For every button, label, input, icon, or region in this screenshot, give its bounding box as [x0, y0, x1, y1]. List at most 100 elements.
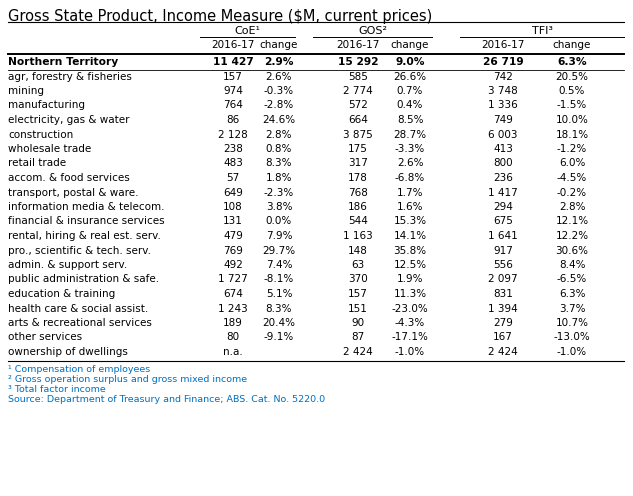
Text: 1.7%: 1.7%	[397, 187, 423, 197]
Text: 2016-17: 2016-17	[336, 40, 380, 50]
Text: 26.6%: 26.6%	[394, 71, 427, 81]
Text: 157: 157	[223, 71, 243, 81]
Text: 413: 413	[493, 144, 513, 154]
Text: 178: 178	[348, 173, 368, 183]
Text: 10.7%: 10.7%	[556, 318, 589, 328]
Text: Northern Territory: Northern Territory	[8, 57, 118, 67]
Text: -0.3%: -0.3%	[264, 86, 294, 96]
Text: 18.1%: 18.1%	[555, 129, 589, 139]
Text: change: change	[553, 40, 591, 50]
Text: admin. & support serv.: admin. & support serv.	[8, 260, 127, 270]
Text: 294: 294	[493, 202, 513, 212]
Text: 63: 63	[351, 260, 365, 270]
Text: -8.1%: -8.1%	[264, 274, 294, 285]
Text: -2.3%: -2.3%	[264, 187, 294, 197]
Text: electricity, gas & water: electricity, gas & water	[8, 115, 130, 125]
Text: -4.5%: -4.5%	[557, 173, 587, 183]
Text: -3.3%: -3.3%	[395, 144, 425, 154]
Text: health care & social assist.: health care & social assist.	[8, 304, 148, 313]
Text: 479: 479	[223, 231, 243, 241]
Text: 0.4%: 0.4%	[397, 101, 423, 111]
Text: agr, forestry & fisheries: agr, forestry & fisheries	[8, 71, 132, 81]
Text: -2.8%: -2.8%	[264, 101, 294, 111]
Text: 2016-17: 2016-17	[211, 40, 254, 50]
Text: 768: 768	[348, 187, 368, 197]
Text: 238: 238	[223, 144, 243, 154]
Text: change: change	[260, 40, 298, 50]
Text: 749: 749	[493, 115, 513, 125]
Text: 3.8%: 3.8%	[266, 202, 292, 212]
Text: 1 727: 1 727	[218, 274, 248, 285]
Text: -0.2%: -0.2%	[557, 187, 587, 197]
Text: -13.0%: -13.0%	[554, 332, 591, 343]
Text: 0.8%: 0.8%	[266, 144, 292, 154]
Text: -9.1%: -9.1%	[264, 332, 294, 343]
Text: 572: 572	[348, 101, 368, 111]
Text: information media & telecom.: information media & telecom.	[8, 202, 165, 212]
Text: 1.9%: 1.9%	[397, 274, 423, 285]
Text: 90: 90	[351, 318, 365, 328]
Text: 35.8%: 35.8%	[394, 246, 427, 255]
Text: 6.3%: 6.3%	[557, 57, 587, 67]
Text: -17.1%: -17.1%	[392, 332, 429, 343]
Text: -1.2%: -1.2%	[557, 144, 587, 154]
Text: 0.5%: 0.5%	[559, 86, 585, 96]
Text: 2 424: 2 424	[343, 347, 373, 357]
Text: 8.4%: 8.4%	[559, 260, 586, 270]
Text: -6.8%: -6.8%	[395, 173, 425, 183]
Text: 24.6%: 24.6%	[263, 115, 296, 125]
Text: 2 097: 2 097	[488, 274, 518, 285]
Text: 8.5%: 8.5%	[397, 115, 423, 125]
Text: 12.1%: 12.1%	[555, 216, 589, 227]
Text: 28.7%: 28.7%	[394, 129, 427, 139]
Text: transport, postal & ware.: transport, postal & ware.	[8, 187, 139, 197]
Text: 370: 370	[348, 274, 368, 285]
Text: -1.5%: -1.5%	[557, 101, 587, 111]
Text: 6 003: 6 003	[488, 129, 518, 139]
Text: n.a.: n.a.	[223, 347, 243, 357]
Text: 1 243: 1 243	[218, 304, 248, 313]
Text: ³ Total factor income: ³ Total factor income	[8, 385, 106, 394]
Text: 57: 57	[227, 173, 240, 183]
Text: construction: construction	[8, 129, 73, 139]
Text: 12.2%: 12.2%	[555, 231, 589, 241]
Text: 7.4%: 7.4%	[266, 260, 292, 270]
Text: 649: 649	[223, 187, 243, 197]
Text: 974: 974	[223, 86, 243, 96]
Text: 2016-17: 2016-17	[481, 40, 525, 50]
Text: 1 163: 1 163	[343, 231, 373, 241]
Text: ¹ Compensation of employees: ¹ Compensation of employees	[8, 366, 150, 374]
Text: pro., scientific & tech. serv.: pro., scientific & tech. serv.	[8, 246, 151, 255]
Text: 1 336: 1 336	[488, 101, 518, 111]
Text: 2.9%: 2.9%	[264, 57, 294, 67]
Text: 80: 80	[227, 332, 239, 343]
Text: 26 719: 26 719	[483, 57, 523, 67]
Text: 1 394: 1 394	[488, 304, 518, 313]
Text: 3 748: 3 748	[488, 86, 518, 96]
Text: 556: 556	[493, 260, 513, 270]
Text: accom. & food services: accom. & food services	[8, 173, 130, 183]
Text: financial & insurance services: financial & insurance services	[8, 216, 165, 227]
Text: 917: 917	[493, 246, 513, 255]
Text: education & training: education & training	[8, 289, 115, 299]
Text: wholesale trade: wholesale trade	[8, 144, 91, 154]
Text: -1.0%: -1.0%	[395, 347, 425, 357]
Text: manufacturing: manufacturing	[8, 101, 85, 111]
Text: 2.8%: 2.8%	[266, 129, 292, 139]
Text: Gross State Product, Income Measure ($M, current prices): Gross State Product, Income Measure ($M,…	[8, 9, 432, 24]
Text: 664: 664	[348, 115, 368, 125]
Text: 492: 492	[223, 260, 243, 270]
Text: 585: 585	[348, 71, 368, 81]
Text: 29.7%: 29.7%	[263, 246, 296, 255]
Text: 764: 764	[223, 101, 243, 111]
Text: 11.3%: 11.3%	[394, 289, 427, 299]
Text: change: change	[391, 40, 429, 50]
Text: 2.8%: 2.8%	[559, 202, 586, 212]
Text: 131: 131	[223, 216, 243, 227]
Text: arts & recreational services: arts & recreational services	[8, 318, 152, 328]
Text: 742: 742	[493, 71, 513, 81]
Text: 86: 86	[227, 115, 240, 125]
Text: 30.6%: 30.6%	[556, 246, 589, 255]
Text: 20.5%: 20.5%	[556, 71, 589, 81]
Text: 1 417: 1 417	[488, 187, 518, 197]
